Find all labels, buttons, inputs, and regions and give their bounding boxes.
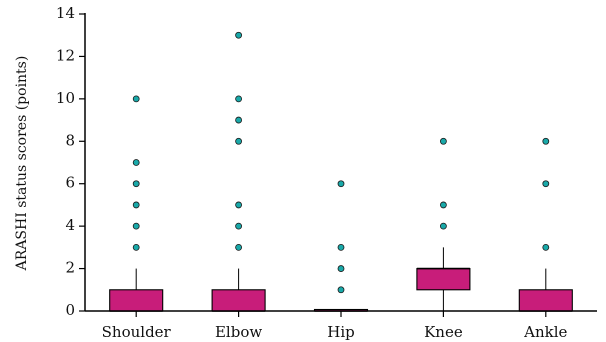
- y-tick-label-10: 10: [56, 89, 75, 107]
- outlier-point: [439, 222, 447, 230]
- box-ankle: [518, 137, 573, 312]
- y-tick-label-4: 4: [65, 216, 75, 234]
- box-shoulder: [109, 95, 164, 312]
- outlier-point: [132, 243, 140, 251]
- iqr-box-knee: [416, 268, 471, 291]
- outlier-point: [439, 137, 447, 145]
- x-tick-label-hip: Hip: [327, 323, 354, 341]
- iqr-box-elbow: [211, 289, 266, 312]
- y-tick-label-2: 2: [65, 259, 75, 277]
- x-tick-label-knee: Knee: [424, 323, 463, 341]
- outlier-point: [132, 222, 140, 230]
- outlier-point: [132, 201, 140, 209]
- outlier-point: [132, 159, 140, 166]
- y-tick-label-12: 12: [56, 46, 75, 64]
- outlier-point: [337, 180, 345, 188]
- outlier-point: [132, 95, 140, 103]
- x-axis: Shoulder Elbow Hip Knee Ankle: [85, 310, 597, 341]
- y-tick-label-14: 14: [56, 4, 75, 22]
- y-axis: 0 2 4 6 8 10 12 14: [56, 4, 86, 319]
- iqr-box-ankle: [518, 289, 573, 312]
- y-tick-label-8: 8: [65, 131, 75, 149]
- outlier-point: [235, 95, 243, 103]
- outlier-point: [337, 265, 345, 272]
- box-elbow: [211, 31, 266, 312]
- outlier-point: [235, 201, 243, 209]
- box-hip: [313, 180, 369, 312]
- outlier-point: [337, 243, 345, 251]
- outlier-point: [235, 243, 243, 251]
- outlier-point: [132, 180, 140, 188]
- outlier-point: [439, 201, 447, 209]
- box-knee: [416, 137, 471, 311]
- x-tick-label-ankle: Ankle: [523, 323, 567, 341]
- outlier-point: [542, 243, 550, 251]
- outlier-point: [235, 137, 243, 145]
- outlier-point: [542, 180, 550, 188]
- outlier-point: [542, 137, 550, 145]
- y-tick-label-0: 0: [65, 301, 75, 319]
- plot-area: [109, 31, 573, 312]
- y-axis-title: ARASHI status scores (points): [14, 56, 30, 272]
- outlier-point: [235, 31, 243, 39]
- y-tick-label-6: 6: [65, 174, 75, 192]
- outlier-point: [235, 116, 243, 124]
- outlier-point: [337, 286, 345, 294]
- outlier-point: [235, 222, 243, 230]
- x-tick-label-elbow: Elbow: [215, 323, 262, 341]
- iqr-box-shoulder: [109, 289, 164, 312]
- x-tick-label-shoulder: Shoulder: [102, 323, 172, 341]
